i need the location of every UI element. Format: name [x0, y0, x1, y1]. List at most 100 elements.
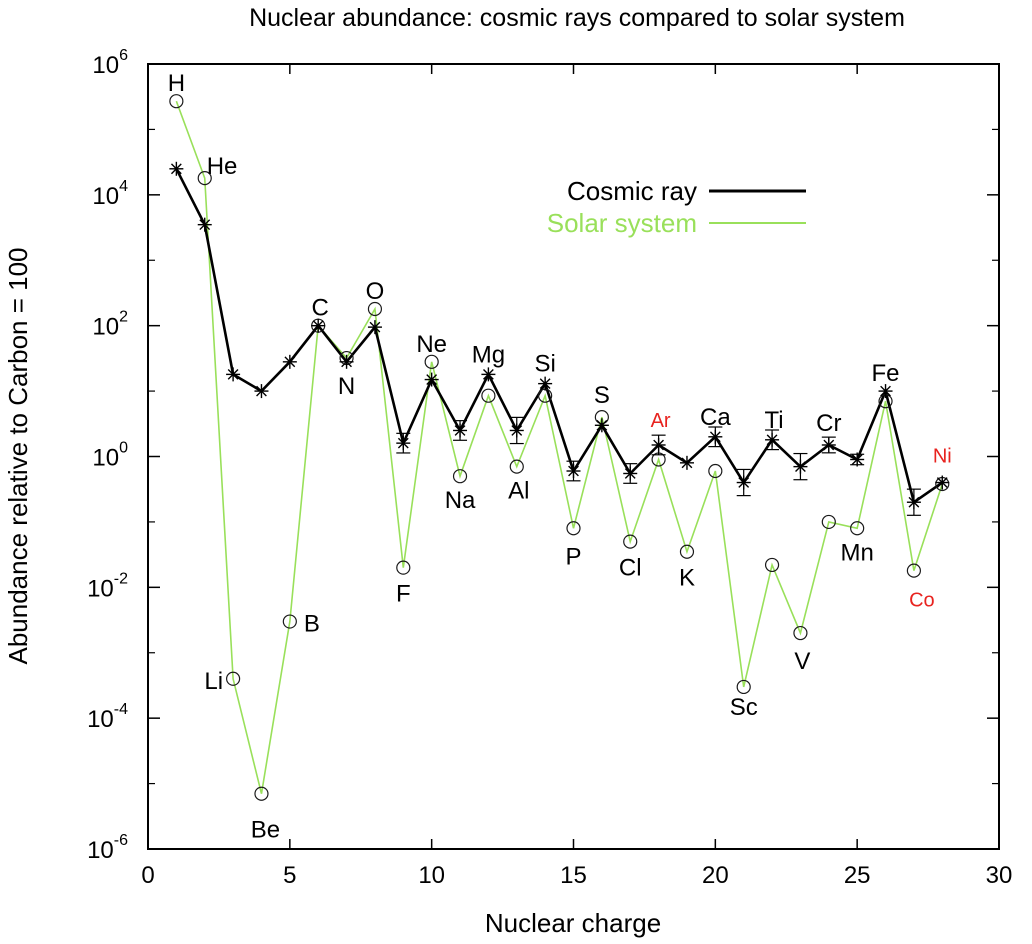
- cosmic-ray-point: [736, 475, 751, 490]
- element-label: Ar: [651, 410, 671, 432]
- axis-ticks: [147, 63, 1000, 850]
- cosmic-ray-point: [566, 464, 581, 479]
- element-label: Mn: [840, 539, 873, 566]
- element-label: Sc: [730, 694, 758, 721]
- cosmic-ray-point: [481, 367, 496, 382]
- solar-system-point: [282, 614, 297, 629]
- x-tick-label: 25: [844, 862, 871, 889]
- solar-system-point: [793, 625, 808, 641]
- chart-title: Nuclear abundance: cosmic rays compared …: [249, 4, 905, 32]
- y-tick-label: 104: [92, 178, 128, 210]
- y-tick-label: 10-4: [87, 701, 128, 733]
- element-label: Ca: [700, 404, 731, 431]
- cosmic-ray-point: [906, 495, 921, 510]
- x-tick-label: 15: [560, 862, 587, 889]
- element-label: C: [312, 295, 329, 322]
- element-label: Si: [534, 351, 555, 378]
- legend-label-cosmic-ray: Cosmic ray: [567, 176, 697, 206]
- solar-system-point: [623, 534, 638, 549]
- cosmic-ray-point: [197, 217, 212, 232]
- cosmic-ray-point: [254, 384, 269, 399]
- element-label: H: [168, 70, 185, 97]
- element-label: B: [304, 611, 320, 638]
- solar-system-point: [254, 786, 269, 801]
- x-axis-label: Nuclear charge: [485, 908, 661, 938]
- cosmic-ray-point: [509, 423, 524, 438]
- solar-system-point: [736, 679, 751, 695]
- element-label: Mg: [472, 341, 505, 368]
- legend: Cosmic ray Solar system: [547, 176, 806, 238]
- element-label: Al: [508, 478, 529, 505]
- element-label: O: [366, 278, 385, 305]
- x-tick-label: 30: [986, 862, 1013, 889]
- cosmic-ray-point: [679, 455, 694, 470]
- solar-system-point: [481, 388, 496, 403]
- solar-system-point: [850, 521, 865, 536]
- element-labels: H He Li Be B C N O F Ne Na Mg Al Si P S Cl Ar K Ca Sc Ti V Cr Mn…: [168, 70, 952, 844]
- x-tick-labels: 0 5 10 15 20 25 30: [141, 862, 1012, 889]
- solar-system-point: [424, 354, 439, 369]
- solar-system-point: [226, 671, 241, 686]
- y-tick-label: 106: [92, 47, 128, 79]
- solar-system-point: [566, 521, 581, 536]
- y-tick-label: 100: [92, 440, 128, 472]
- element-label: Ne: [416, 331, 447, 358]
- cosmic-ray-point: [311, 318, 326, 333]
- solar-system-point: [764, 557, 780, 573]
- y-tick-label: 102: [92, 309, 128, 341]
- cosmic-ray-point: [878, 384, 893, 399]
- cosmic-ray-point: [226, 367, 241, 382]
- solar-system-point: [821, 514, 836, 530]
- element-label: V: [794, 648, 810, 675]
- element-label: Be: [251, 817, 280, 844]
- solar-system-point: [367, 301, 383, 317]
- cosmic-ray-point: [765, 432, 780, 447]
- x-tick-label: 10: [418, 862, 445, 889]
- y-tick-label: 10-2: [87, 570, 128, 602]
- solar-system-point: [452, 469, 468, 484]
- element-label: Cl: [619, 555, 642, 582]
- cosmic-ray-point: [850, 452, 865, 467]
- solar-system-point: [906, 563, 922, 578]
- element-label: He: [207, 153, 238, 180]
- element-label: N: [338, 373, 355, 400]
- cosmic-ray-point: [339, 354, 354, 369]
- cosmic-ray-point: [538, 376, 553, 391]
- solar-system-point: [679, 544, 695, 559]
- cosmic-ray-point: [282, 354, 297, 369]
- cosmic-ray-point: [821, 437, 836, 452]
- y-axis-label: Abundance relative to Carbon = 100: [3, 247, 33, 664]
- solar-system-line: [175, 100, 944, 794]
- element-label: Fe: [872, 360, 900, 387]
- cosmic-ray-point: [367, 320, 382, 335]
- solar-system-point: [509, 459, 524, 474]
- x-tick-label: 0: [141, 862, 154, 889]
- cosmic-ray-point: [793, 459, 808, 474]
- x-tick-label: 20: [702, 862, 729, 889]
- cosmic-ray-point: [708, 429, 723, 444]
- element-label: K: [679, 565, 695, 592]
- cosmic-ray-point: [594, 418, 609, 433]
- cosmic-ray-point: [453, 423, 468, 438]
- y-tick-label: 10-6: [87, 832, 128, 864]
- solar-system-point: [396, 560, 411, 575]
- cosmic-ray-point: [169, 161, 184, 176]
- y-tick-labels: 10-6 10-4 10-2 100 102 104 106: [87, 47, 128, 864]
- cosmic-ray-point: [935, 475, 950, 490]
- element-label: Ni: [933, 446, 952, 468]
- cosmic-ray-point: [651, 437, 666, 452]
- element-label: Na: [445, 487, 476, 514]
- solar-system-point: [708, 463, 723, 479]
- element-label: F: [396, 581, 411, 608]
- cosmic-ray-point: [623, 466, 638, 481]
- element-label: Co: [909, 590, 935, 612]
- element-label: Cr: [816, 410, 841, 437]
- x-tick-label: 5: [283, 862, 296, 889]
- cosmic-ray-point: [424, 372, 439, 387]
- solar-system-point: [169, 94, 184, 109]
- cosmic-ray-point: [396, 436, 411, 451]
- legend-label-solar-system: Solar system: [547, 208, 697, 238]
- element-label: P: [565, 543, 581, 570]
- element-label: Li: [204, 668, 223, 695]
